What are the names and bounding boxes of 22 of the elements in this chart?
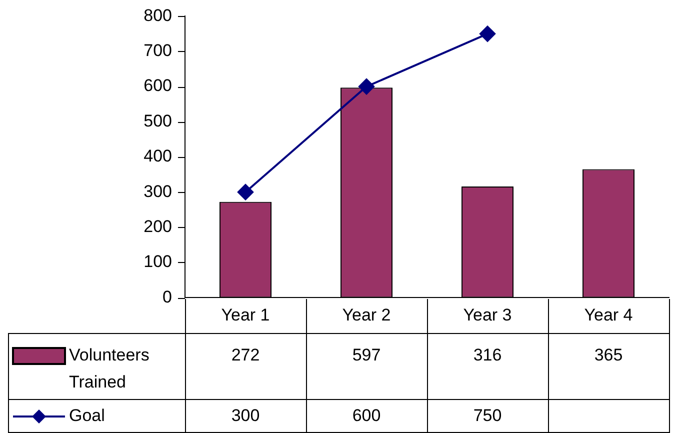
y-tick-label: 300 <box>144 182 172 201</box>
data-label: 316 <box>473 346 502 365</box>
y-tick-label: 100 <box>144 252 172 272</box>
y-tick-label: 500 <box>144 111 172 130</box>
y-tick-label: 200 <box>144 216 172 236</box>
y-tick-label: 800 <box>144 6 172 25</box>
data-label: 597 <box>352 346 381 365</box>
data-label: 750 <box>473 406 502 426</box>
legend-label: Volunteers Trained <box>69 346 150 392</box>
x-tick-label: Year 4 <box>584 305 633 324</box>
x-tick-label: Year 1 <box>221 305 270 324</box>
data-label: 272 <box>231 346 260 365</box>
x-tick-label: Year 2 <box>342 305 391 324</box>
y-tick-label: 700 <box>144 41 172 60</box>
y-tick-label: 600 <box>144 76 172 96</box>
data-label: 365 <box>594 346 623 365</box>
data-label: 300 <box>231 406 260 426</box>
x-tick-label: Year 3 <box>463 305 512 324</box>
legend-label: Goal <box>69 406 105 426</box>
data-label: 600 <box>352 406 381 426</box>
y-tick-label: 400 <box>144 146 172 166</box>
y-tick-label: 0 <box>162 287 172 306</box>
